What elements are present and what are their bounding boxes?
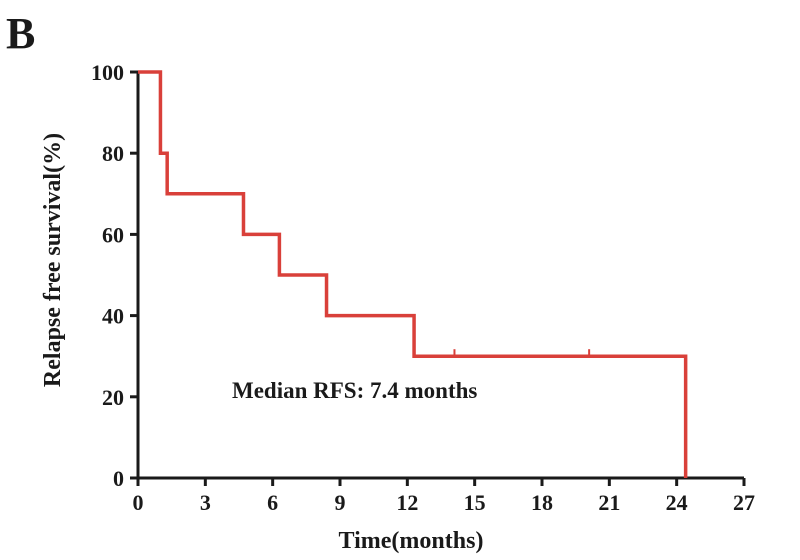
y-tick-label: 0 [113,466,124,491]
x-tick-label: 12 [396,490,418,515]
median-rfs-annotation: Median RFS: 7.4 months [232,378,477,403]
ticks: 0 3 6 9 12 15 18 21 24 27 0 20 40 60 80 100 [91,60,755,515]
y-tick-label: 100 [91,60,124,85]
x-tick-label: 6 [267,490,278,515]
x-axis-title: Time(months) [339,528,484,554]
y-tick-label: 60 [102,222,124,247]
x-tick-label: 15 [464,490,486,515]
x-tick-label: 0 [133,490,144,515]
x-tick-label: 27 [733,490,755,515]
y-tick-label: 20 [102,385,124,410]
y-axis-title: Relapse free survival(%) [40,133,66,387]
plot-area [138,70,688,478]
y-tick-label: 40 [102,304,124,329]
x-tick-label: 3 [200,490,211,515]
axes [136,72,744,480]
x-tick-label: 21 [598,490,620,515]
y-tick-label: 80 [102,141,124,166]
x-tick-label: 9 [335,490,346,515]
panel-label: B [6,9,35,58]
x-tick-label: 24 [666,490,688,515]
survival-curve [138,70,688,478]
x-tick-label: 18 [531,490,553,515]
